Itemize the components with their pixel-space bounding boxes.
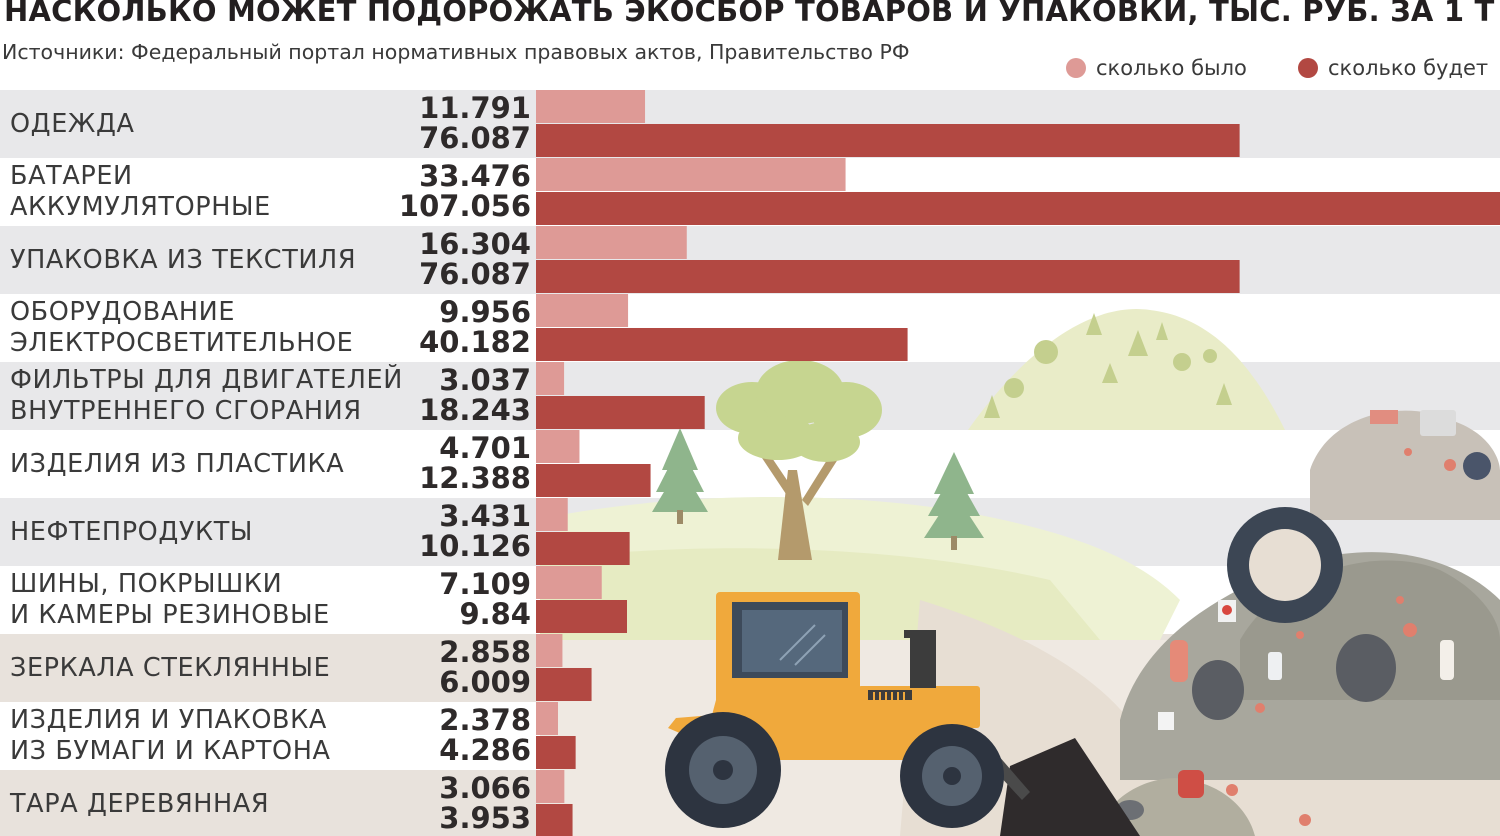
category-label: БАТАРЕИ АККУМУЛЯТОРНЫЕ [10, 161, 271, 222]
value-label-new: 18.243 [419, 393, 531, 427]
bar-previous [536, 430, 580, 463]
category-labels: ОДЕЖДА БАТАРЕИ АККУМУЛЯТОРНЫЕ УПАКОВКА ИЗ Т… [9, 109, 403, 819]
legend: сколько было сколько будет [0, 56, 1500, 84]
category-label-line: БАТАРЕИ [10, 161, 133, 191]
category-label-line: АККУМУЛЯТОРНЫЕ [10, 192, 271, 222]
category-label-line: ИЗДЕЛИЯ И УПАКОВКА [10, 705, 327, 735]
bars [536, 90, 1500, 836]
bar-previous [536, 294, 629, 327]
legend-item-new: сколько будет [1298, 56, 1488, 80]
category-label-line: ВНУТРЕННЕГО СГОРАНИЯ [10, 396, 362, 426]
category-label: УПАКОВКА ИЗ ТЕКСТИЛЯ [10, 245, 356, 275]
bar-new [536, 260, 1240, 293]
value-label-previous: 11.791 [419, 91, 531, 125]
bar-new [536, 600, 627, 633]
category-label-line: ШИНЫ, ПОКРЫШКИ [10, 569, 282, 599]
legend-swatch-previous [1066, 58, 1086, 78]
value-label-new: 9.84 [459, 597, 531, 631]
value-label-new: 40.182 [419, 325, 531, 359]
bar-previous [536, 634, 563, 667]
value-label-previous: 16.304 [419, 227, 531, 261]
category-label-line: ОДЕЖДА [10, 109, 135, 139]
bar-new [536, 532, 630, 565]
bar-previous [536, 566, 602, 599]
value-label-new: 3.953 [439, 801, 531, 835]
landfill-illustration [540, 309, 1500, 836]
value-label-previous: 3.037 [439, 363, 531, 397]
value-label-new: 12.388 [419, 461, 531, 495]
bar-previous [536, 362, 565, 395]
category-label-line: ИЗ БУМАГИ И КАРТОНА [10, 736, 331, 766]
category-label: ШИНЫ, ПОКРЫШКИ И КАМЕРЫ РЕЗИНОВЫЕ [10, 569, 330, 630]
value-label-new: 107.056 [399, 189, 531, 223]
value-label-previous: 33.476 [419, 159, 531, 193]
legend-label-previous: сколько было [1096, 56, 1247, 80]
value-label-new: 4.286 [439, 733, 531, 767]
value-label-new: 76.087 [419, 121, 531, 155]
bar-new [536, 464, 651, 497]
category-label-line: ТАРА ДЕРЕВЯННАЯ [9, 789, 269, 819]
category-label-line: ЭЛЕКТРОСВЕТИТЕЛЬНОЕ [10, 328, 353, 358]
category-label-line: ЗЕРКАЛА СТЕКЛЯННЫЕ [10, 653, 330, 683]
category-label: ОДЕЖДА [10, 109, 135, 139]
bar-new [536, 124, 1240, 157]
legend-label-new: сколько будет [1328, 56, 1489, 80]
value-labels: 11.79176.08733.476107.05616.30476.0879.9… [399, 91, 531, 835]
bar-previous [536, 770, 565, 803]
bar-previous [536, 226, 687, 259]
category-label-line: ОБОРУДОВАНИЕ [10, 297, 235, 327]
category-label-line: ИЗДЕЛИЯ ИЗ ПЛАСТИКА [10, 449, 344, 479]
bar-previous [536, 702, 558, 735]
category-label-line: ФИЛЬТРЫ ДЛЯ ДВИГАТЕЛЕЙ [10, 365, 403, 395]
value-label-previous: 3.066 [439, 771, 531, 805]
bar-new [536, 668, 592, 701]
category-label: ФИЛЬТРЫ ДЛЯ ДВИГАТЕЛЕЙ ВНУТРЕННЕГО СГОРАН… [10, 365, 403, 426]
value-label-previous: 2.858 [439, 635, 531, 669]
category-label: ТАРА ДЕРЕВЯННАЯ [9, 789, 269, 819]
bar-new [536, 736, 576, 769]
category-label-line: НЕФТЕПРОДУКТЫ [10, 517, 253, 547]
value-label-previous: 9.956 [439, 295, 531, 329]
legend-item-previous: сколько было [1066, 56, 1247, 80]
bar-previous [536, 498, 568, 531]
chart-title: НАСКОЛЬКО МОЖЕТ ПОДОРОЖАТЬ ЭКОСБОР ТОВАР… [4, 0, 1495, 28]
value-label-new: 10.126 [419, 529, 531, 563]
category-label: ЗЕРКАЛА СТЕКЛЯННЫЕ [10, 653, 330, 683]
value-label-previous: 3.431 [439, 499, 531, 533]
category-label: НЕФТЕПРОДУКТЫ [10, 517, 253, 547]
bar-new [536, 804, 573, 836]
value-label-new: 6.009 [439, 665, 531, 699]
category-label: ОБОРУДОВАНИЕ ЭЛЕКТРОСВЕТИТЕЛЬНОЕ [10, 297, 353, 358]
tractor-icon [665, 592, 1004, 828]
category-label-line: УПАКОВКА ИЗ ТЕКСТИЛЯ [10, 245, 356, 275]
value-label-previous: 7.109 [439, 567, 531, 601]
bar-previous [536, 158, 846, 191]
bar-previous [536, 90, 646, 123]
bar-new [536, 192, 1500, 225]
bar-new [536, 328, 908, 361]
source-note: Источники: Федеральный портал нормативны… [2, 40, 910, 64]
category-label: ИЗДЕЛИЯ И УПАКОВКА ИЗ БУМАГИ И КАРТОНА [10, 705, 331, 766]
category-label: ИЗДЕЛИЯ ИЗ ПЛАСТИКА [10, 449, 344, 479]
value-label-new: 76.087 [419, 257, 531, 291]
value-label-previous: 2.378 [439, 703, 531, 737]
value-label-previous: 4.701 [439, 431, 531, 465]
category-label-line: И КАМЕРЫ РЕЗИНОВЫЕ [10, 600, 330, 630]
legend-swatch-new [1298, 58, 1318, 78]
bar-new [536, 396, 705, 429]
